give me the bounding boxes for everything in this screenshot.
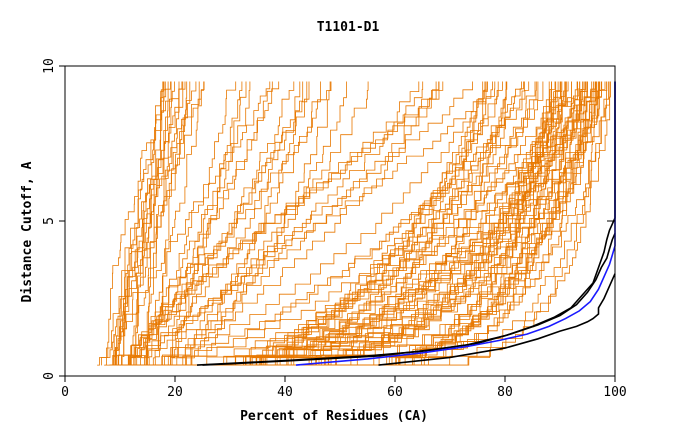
orange-series-line — [159, 81, 486, 366]
orange-series-line — [118, 81, 180, 366]
orange-series-line — [198, 81, 581, 366]
y-tick-label: 0 — [42, 372, 57, 380]
orange-series-line — [231, 81, 561, 366]
orange-series-line — [182, 81, 563, 366]
orange-series-line — [129, 81, 183, 366]
orange-series-line — [101, 81, 171, 366]
x-axis-label: Percent of Residues (CA) — [240, 409, 428, 424]
x-tick-label: 60 — [387, 385, 403, 400]
highlight-series-line — [295, 81, 616, 366]
orange-series-line — [262, 81, 584, 366]
orange-series-line — [224, 81, 586, 366]
orange-series-line — [135, 81, 496, 366]
orange-series-line — [287, 81, 586, 366]
orange-series-line — [105, 81, 304, 366]
axis-ticks: 0 20 40 60 80 100 0 5 10 — [42, 58, 627, 400]
orange-series-line — [113, 81, 424, 366]
orange-series-line — [182, 81, 507, 366]
orange-series-line — [164, 81, 525, 366]
orange-series-line — [146, 81, 237, 366]
orange-series-line — [141, 81, 205, 366]
x-tick-label: 80 — [497, 385, 513, 400]
orange-series-line — [154, 81, 488, 366]
orange-series-line — [176, 81, 321, 366]
x-tick-label: 20 — [167, 385, 183, 400]
orange-series-line — [162, 81, 347, 366]
orange-series-line — [132, 81, 444, 366]
x-tick-label: 100 — [603, 385, 626, 400]
orange-series-line — [137, 81, 440, 366]
orange-series-line — [125, 81, 301, 366]
orange-series-line — [137, 81, 606, 366]
y-tick-label: 5 — [42, 217, 57, 225]
orange-series-line — [156, 81, 572, 366]
orange-series-line — [225, 81, 567, 366]
orange-series-line — [202, 81, 569, 366]
orange-series-line — [120, 81, 583, 366]
orange-series-line — [313, 81, 603, 366]
orange-series-line — [207, 81, 536, 366]
x-tick-label: 40 — [277, 385, 293, 400]
orange-series-line — [112, 81, 197, 366]
orange-series-line — [189, 81, 596, 366]
orange-series-line — [152, 81, 280, 366]
highlight-series-line — [202, 233, 616, 366]
chart-title: T1101-D1 — [317, 20, 380, 35]
x-tick-label: 0 — [61, 385, 69, 400]
orange-series-line — [110, 81, 169, 366]
orange-series-line — [164, 81, 247, 366]
orange-series-line — [228, 81, 572, 366]
orange-series-line — [174, 81, 310, 366]
orange-series-line — [193, 81, 597, 366]
orange-series-line — [104, 81, 184, 366]
y-tick-label: 10 — [42, 58, 57, 74]
orange-series-line — [315, 81, 588, 366]
orange-series-line — [124, 81, 251, 366]
y-axis-label: Distance Cutoff, A — [20, 161, 35, 302]
orange-series-line — [171, 81, 243, 366]
orange-series-line — [261, 81, 561, 366]
orange-series-line — [257, 81, 552, 366]
orange-series-line — [213, 81, 597, 366]
orange-series-line — [268, 81, 563, 366]
orange-series-line — [121, 81, 175, 366]
orange-series-line — [157, 81, 503, 366]
orange-series-line — [122, 81, 487, 366]
orange-series-line — [257, 81, 507, 366]
orange-series-line — [156, 81, 437, 366]
orange-curves — [97, 81, 611, 366]
highlight-curves — [196, 81, 616, 366]
orange-series-line — [152, 81, 369, 366]
orange-series-line — [126, 81, 332, 366]
orange-series-line — [264, 81, 552, 366]
orange-series-line — [297, 81, 611, 366]
orange-series-line — [157, 81, 295, 366]
orange-series-line — [155, 81, 561, 366]
orange-series-line — [154, 81, 578, 366]
orange-series-line — [183, 81, 566, 366]
highlight-series-line — [378, 273, 616, 366]
orange-series-line — [128, 81, 164, 366]
orange-series-line — [142, 81, 172, 366]
